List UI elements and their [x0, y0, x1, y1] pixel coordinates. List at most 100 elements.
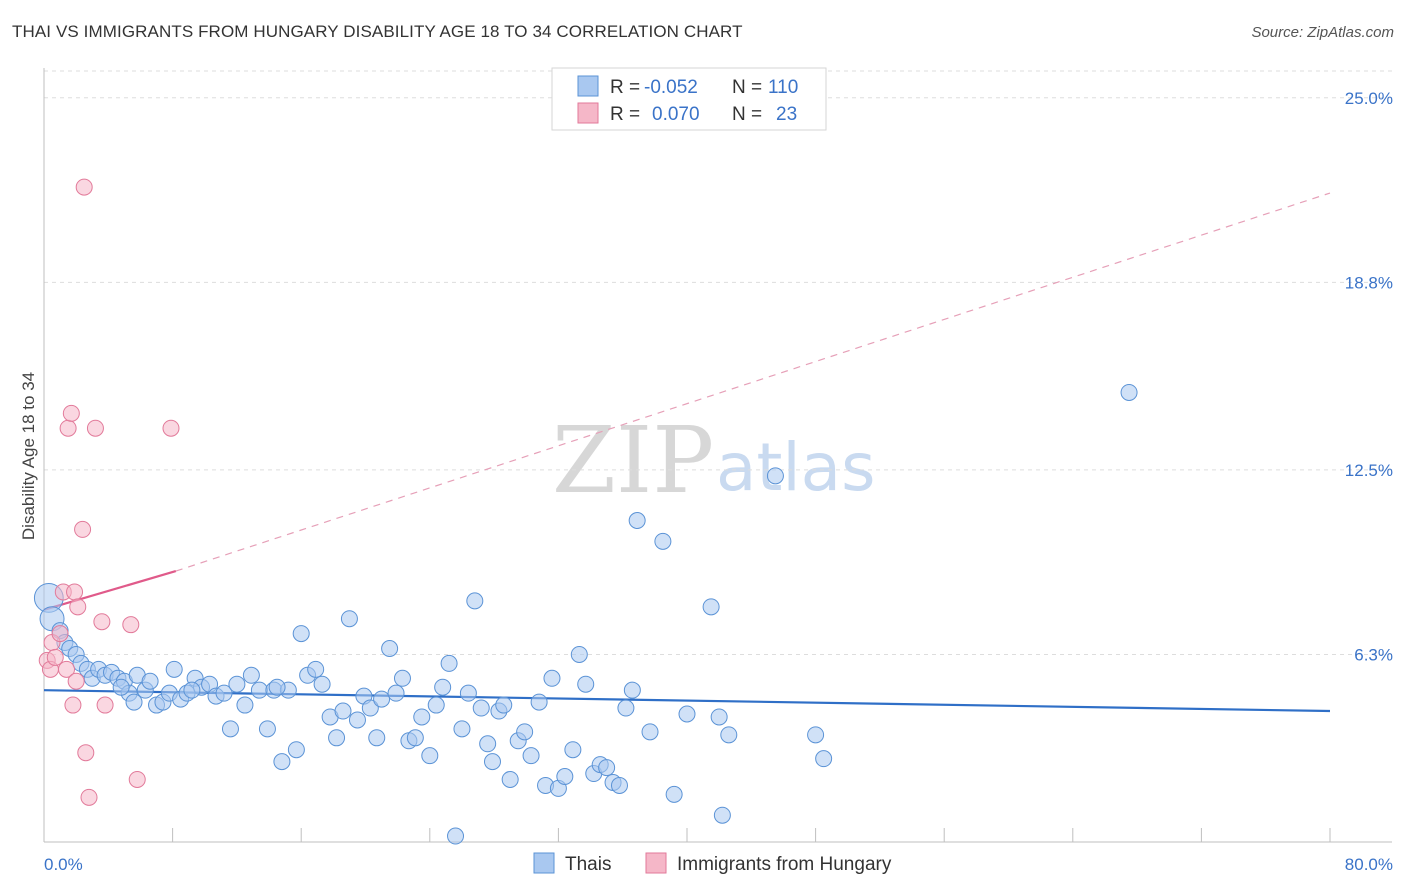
point-thais	[427, 696, 445, 714]
point-hungary	[80, 788, 98, 806]
point-thais	[165, 660, 183, 678]
stats-r-label-2: R =	[610, 104, 640, 125]
stats-legend-swatch-thais	[577, 75, 599, 97]
data-points	[33, 178, 1138, 845]
point-thais	[258, 720, 276, 738]
point-thais	[215, 684, 233, 702]
stats-n-label-2: N =	[732, 104, 762, 125]
legend-swatch-hungary	[645, 852, 667, 874]
gridlines	[44, 70, 1392, 655]
point-thais	[393, 669, 411, 687]
point-thais	[250, 681, 268, 699]
stats-r-value-2: 0.070	[652, 104, 700, 125]
point-thais	[381, 640, 399, 657]
point-hungary	[75, 178, 93, 196]
point-hungary	[46, 648, 64, 666]
stats-legend: R = -0.052 N = 110 R = 0.070 N = 23	[551, 67, 827, 131]
point-thais	[522, 747, 540, 765]
point-hungary	[122, 616, 140, 634]
point-thais	[242, 666, 260, 684]
legend-label-hungary: Immigrants from Hungary	[677, 854, 892, 875]
x-tick-label-max: 80.0%	[1345, 855, 1393, 874]
trend-line-hungary	[43, 570, 177, 611]
point-thais	[623, 681, 641, 699]
point-thais	[328, 729, 346, 747]
point-thais	[340, 610, 358, 628]
stats-n-label-1: N =	[732, 77, 762, 98]
trend-extension-hungary	[175, 192, 1331, 572]
axes	[43, 68, 1392, 843]
point-thais	[453, 720, 471, 738]
y-tick-label: 12.5%	[1345, 461, 1393, 480]
point-thais	[654, 532, 672, 550]
point-thais	[348, 711, 366, 729]
point-thais	[543, 669, 561, 687]
point-thais	[710, 708, 728, 726]
point-thais	[702, 598, 720, 616]
stats-r-value-1: -0.052	[644, 77, 698, 98]
point-thais	[466, 592, 484, 610]
watermark-atlas: atlas	[716, 429, 876, 506]
point-thais	[440, 654, 458, 672]
point-thais	[421, 747, 439, 765]
point-hungary	[69, 598, 87, 616]
point-thais	[459, 684, 477, 702]
stats-legend-swatch-hungary	[577, 102, 599, 124]
point-thais	[228, 675, 246, 693]
point-hungary	[58, 660, 76, 678]
point-thais	[334, 702, 352, 720]
legend-label-thais: Thais	[565, 854, 611, 875]
point-thais	[713, 806, 731, 824]
point-thais	[598, 759, 616, 777]
point-hungary	[64, 696, 82, 714]
point-thais	[292, 625, 310, 643]
point-hungary	[66, 583, 84, 601]
point-thais	[665, 785, 683, 803]
y-tick-label: 6.3%	[1354, 645, 1393, 664]
series-legend: Thais Immigrants from Hungary	[533, 852, 892, 875]
point-thais	[570, 645, 588, 663]
point-thais	[236, 696, 254, 714]
y-tick-label: 25.0%	[1345, 89, 1393, 108]
watermark-zip: ZIP	[552, 407, 714, 514]
y-tick-label: 18.8%	[1345, 273, 1393, 292]
point-thais	[273, 753, 291, 771]
point-hungary	[162, 419, 180, 437]
point-thais	[373, 690, 391, 708]
stats-n-value-1: 110	[768, 77, 798, 98]
point-hungary	[128, 770, 146, 788]
point-thais	[406, 729, 424, 747]
point-thais	[720, 726, 738, 744]
point-thais	[577, 675, 595, 693]
point-thais	[564, 741, 582, 759]
y-axis-title: Disability Age 18 to 34	[19, 372, 38, 540]
point-thais	[447, 827, 465, 845]
point-thais	[125, 693, 143, 711]
point-thais	[617, 699, 635, 717]
point-thais	[361, 699, 379, 717]
point-thais	[556, 768, 574, 786]
point-thais	[501, 770, 519, 788]
point-thais	[221, 720, 239, 738]
point-hungary	[86, 419, 104, 437]
point-thais	[112, 678, 130, 696]
point-thais	[766, 467, 784, 485]
point-thais	[368, 729, 386, 747]
stats-r-label-1: R =	[610, 77, 640, 98]
point-hungary	[62, 404, 80, 422]
point-thais	[807, 726, 825, 744]
point-thais	[610, 776, 628, 794]
point-thais	[815, 750, 833, 768]
point-hungary	[51, 625, 69, 643]
point-hungary	[67, 672, 85, 690]
legend-swatch-thais	[533, 852, 555, 874]
point-thais	[495, 696, 513, 714]
chart-title: THAI VS IMMIGRANTS FROM HUNGARY DISABILI…	[12, 22, 743, 41]
point-thais	[483, 753, 501, 771]
point-thais	[307, 660, 325, 678]
source-credit: Source: ZipAtlas.com	[1251, 24, 1394, 41]
stats-n-value-2: 23	[776, 104, 797, 125]
point-thais	[641, 723, 659, 741]
point-thais	[479, 735, 497, 753]
